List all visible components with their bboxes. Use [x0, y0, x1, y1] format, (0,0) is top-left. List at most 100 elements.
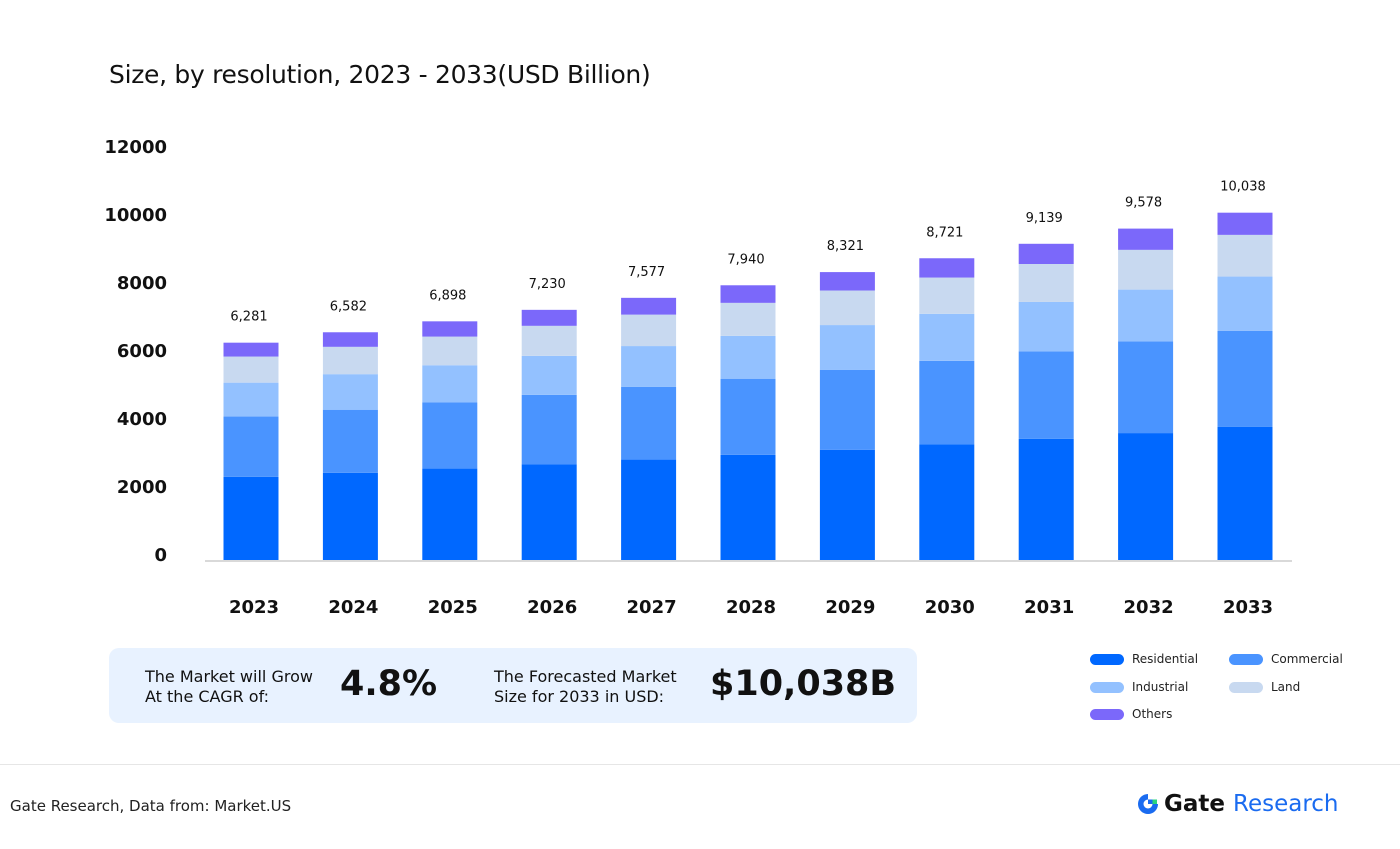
bar-industrial-2029 — [819, 325, 875, 370]
x-tick-label: 2032 — [1124, 597, 1174, 618]
summary-callout: The Market will Grow At the CAGR of: 4.8… — [109, 648, 917, 723]
total-label: 6,281 — [230, 310, 267, 325]
legend-label: Residential — [1132, 652, 1199, 666]
bar-commercial-2023 — [223, 416, 279, 477]
bar-residential-2025 — [422, 468, 478, 560]
y-tick-label: 8000 — [117, 273, 167, 294]
x-tick-label: 2029 — [825, 597, 875, 618]
bar-commercial-2024 — [322, 409, 378, 473]
bar-industrial-2026 — [521, 355, 577, 395]
x-tick-label: 2031 — [1024, 597, 1074, 618]
total-label: 6,898 — [429, 288, 466, 303]
bar-land-2030 — [919, 277, 975, 314]
bar-land-2025 — [422, 336, 478, 366]
gate-logo-icon — [1138, 794, 1158, 814]
legend-swatch — [1090, 681, 1124, 693]
bar-industrial-2031 — [1018, 301, 1074, 352]
bar-others-2026 — [521, 309, 577, 326]
bar-commercial-2031 — [1018, 351, 1074, 439]
bar-residential-2032 — [1118, 433, 1174, 560]
forecast-value: $10,038B — [710, 664, 897, 704]
legend-item-others: Others — [1090, 707, 1172, 721]
bar-land-2023 — [223, 356, 279, 383]
bar-others-2032 — [1118, 228, 1174, 250]
forecast-label-line1: The Forecasted Market — [494, 667, 677, 686]
bar-industrial-2032 — [1118, 289, 1174, 342]
x-tick-label: 2023 — [229, 597, 279, 618]
total-label: 9,139 — [1026, 211, 1063, 226]
legend-swatch — [1229, 681, 1263, 693]
bar-residential-2030 — [919, 444, 975, 560]
total-label: 9,578 — [1125, 196, 1162, 211]
bar-residential-2027 — [621, 459, 677, 560]
legend-swatch — [1090, 708, 1124, 720]
legend-item-residential: Residential — [1090, 652, 1198, 666]
bar-commercial-2032 — [1118, 341, 1174, 434]
x-tick-label: 2028 — [726, 597, 776, 618]
total-label: 10,038 — [1220, 180, 1266, 195]
bar-commercial-2028 — [720, 378, 776, 455]
x-tick-label: 2026 — [527, 597, 577, 618]
legend-item-commercial: Commercial — [1229, 652, 1343, 666]
logo-research-text: Research — [1233, 791, 1339, 817]
total-label: 8,321 — [827, 239, 864, 254]
bar-residential-2024 — [322, 472, 378, 560]
x-tick-label: 2024 — [328, 597, 378, 618]
legend-item-industrial: Industrial — [1090, 680, 1188, 694]
bar-land-2031 — [1018, 263, 1074, 302]
bar-industrial-2025 — [422, 365, 478, 403]
bar-others-2023 — [223, 342, 279, 357]
bar-residential-2029 — [819, 449, 875, 560]
y-tick-label: 0 — [154, 545, 167, 566]
legend-label: Land — [1271, 680, 1301, 694]
bar-others-2025 — [422, 321, 478, 337]
y-tick-label: 12000 — [104, 137, 167, 158]
y-tick-label: 10000 — [104, 205, 167, 226]
bar-commercial-2029 — [819, 369, 875, 450]
total-label: 6,582 — [330, 299, 367, 314]
bar-land-2024 — [322, 346, 378, 375]
bar-others-2029 — [819, 272, 875, 291]
bar-land-2026 — [521, 325, 577, 356]
cagr-value: 4.8% — [340, 664, 438, 704]
bar-others-2028 — [720, 285, 776, 303]
total-label: 8,721 — [926, 225, 963, 240]
total-label: 7,577 — [628, 265, 665, 280]
legend-swatch — [1090, 653, 1124, 665]
x-tick-label: 2025 — [428, 597, 478, 618]
legend-item-land: Land — [1229, 680, 1300, 694]
bar-industrial-2030 — [919, 313, 975, 361]
x-tick-label: 2027 — [627, 597, 677, 618]
bar-others-2031 — [1018, 243, 1074, 264]
bar-others-2027 — [621, 297, 677, 315]
chart-title: Size, by resolution, 2023 - 2033(USD Bil… — [109, 60, 651, 89]
bar-land-2029 — [819, 290, 875, 326]
bar-commercial-2033 — [1217, 330, 1273, 427]
bar-residential-2026 — [521, 464, 577, 560]
bar-land-2028 — [720, 302, 776, 336]
bar-industrial-2027 — [621, 346, 677, 387]
y-tick-label: 4000 — [117, 409, 167, 430]
cagr-label: The Market will Grow At the CAGR of: — [145, 667, 313, 707]
footer-divider — [0, 764, 1400, 765]
bar-commercial-2027 — [621, 386, 677, 460]
cagr-label-line1: The Market will Grow — [145, 667, 313, 686]
bar-land-2033 — [1217, 234, 1273, 277]
bar-others-2033 — [1217, 212, 1273, 235]
total-label: 7,230 — [529, 277, 566, 292]
total-label: 7,940 — [727, 252, 764, 267]
bar-industrial-2033 — [1217, 276, 1273, 331]
x-tick-label: 2033 — [1223, 597, 1273, 618]
source-note: Gate Research, Data from: Market.US — [10, 797, 292, 815]
logo-gate-text: Gate — [1164, 791, 1225, 817]
bar-commercial-2026 — [521, 394, 577, 465]
bar-residential-2023 — [223, 476, 279, 560]
legend-label: Industrial — [1132, 680, 1189, 694]
legend-swatch — [1229, 653, 1263, 665]
bar-residential-2033 — [1217, 426, 1273, 560]
forecast-label-line2: Size for 2033 in USD: — [494, 687, 665, 706]
bar-others-2024 — [322, 332, 378, 347]
bar-commercial-2025 — [422, 402, 478, 469]
legend-label: Commercial — [1271, 652, 1343, 666]
